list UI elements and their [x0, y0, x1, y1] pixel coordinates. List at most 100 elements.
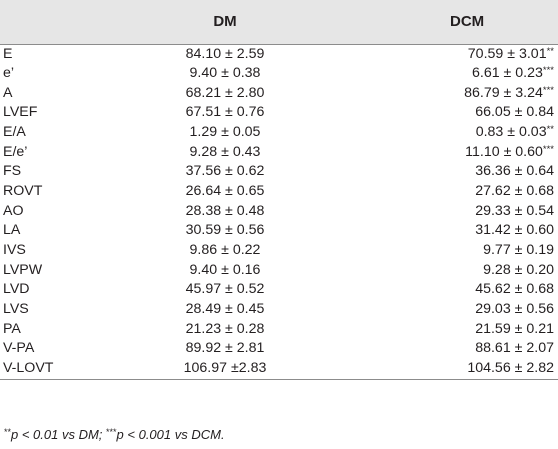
row-dcm-cell: 66.05 ± 0.84 [320, 103, 558, 123]
row-parameter: E/A [3, 124, 26, 141]
row-dcm-cell: 29.33 ± 0.54 [320, 202, 558, 222]
row-parameter: A [3, 84, 13, 101]
row-dcm-cell: 86.79 ± 3.24*** [320, 84, 558, 104]
table-row: PA 21.23 ± 0.28 21.59 ± 0.21 [0, 320, 558, 340]
row-dcm-value: 9.28 ± 0.20 [483, 261, 554, 278]
row-parameter: LVS [3, 301, 29, 318]
table-row: IVS 9.86 ± 0.22 9.77 ± 0.19 [0, 241, 558, 261]
row-dcm-cell: 11.10 ± 0.60*** [320, 143, 558, 163]
header-parameter [0, 0, 130, 45]
row-parameter: AO [3, 202, 24, 219]
row-dcm-cell: 29.03 ± 0.56 [320, 300, 558, 320]
row-dm-value: 37.56 ± 0.62 [185, 163, 265, 180]
row-dm-value: 26.64 ± 0.65 [185, 183, 265, 200]
table-row: V-PA 89.92 ± 2.81 88.61 ± 2.07 [0, 339, 558, 359]
footnote-text-2: p < 0.001 vs DCM. [116, 427, 225, 442]
row-parameter: ROVT [3, 183, 43, 200]
row-parameter: IVS [3, 242, 26, 259]
row-dcm-cell: 9.77 ± 0.19 [320, 241, 558, 261]
row-dm-value: 89.92 ± 2.81 [185, 340, 265, 357]
table-row: A 68.21 ± 2.80 86.79 ± 3.24*** [0, 84, 558, 104]
row-dm-value: 1.29 ± 0.05 [189, 124, 261, 141]
row-parameter: V-PA [3, 340, 35, 357]
significance-mark: *** [542, 143, 554, 155]
table-row: V-LOVT 106.97 ±2.83 104.56 ± 2.82 [0, 359, 558, 380]
table-row: LVPW 9.40 ± 0.16 9.28 ± 0.20 [0, 261, 558, 281]
row-parameter: LVEF [3, 104, 38, 121]
row-dcm-value: 6.61 ± 0.23 [472, 65, 543, 82]
row-dcm-value: 29.33 ± 0.54 [475, 202, 554, 219]
row-parameter: FS [3, 163, 22, 180]
significance-mark: ** [546, 124, 554, 136]
footnote-mark-2: *** [106, 427, 117, 437]
row-dcm-cell: 9.28 ± 0.20 [320, 261, 558, 281]
row-dcm-cell: 70.59 ± 3.01** [320, 44, 558, 64]
row-dcm-value: 104.56 ± 2.82 [467, 360, 554, 376]
row-dcm-cell: 0.83 ± 0.03** [320, 123, 558, 143]
table-row: LVEF 67.51 ± 0.76 66.05 ± 0.84 [0, 103, 558, 123]
row-parameter: E/e’ [3, 143, 28, 160]
row-dcm-value: 88.61 ± 2.07 [475, 340, 554, 357]
row-dcm-cell: 45.62 ± 0.68 [320, 280, 558, 300]
table-row: E/e’ 9.28 ± 0.43 11.10 ± 0.60*** [0, 143, 558, 163]
row-parameter: PA [3, 320, 21, 337]
significance-mark: *** [542, 84, 554, 96]
row-dm-value: 28.38 ± 0.48 [185, 202, 265, 219]
row-dm-value: 106.97 ±2.83 [130, 359, 320, 380]
row-dcm-cell: 27.62 ± 0.68 [320, 182, 558, 202]
footnote-mark-1: ** [4, 427, 12, 437]
table-row: LVS 28.49 ± 0.45 29.03 ± 0.56 [0, 300, 558, 320]
row-dm-value: 67.51 ± 0.76 [185, 104, 265, 121]
row-dm-value: 9.28 ± 0.43 [189, 143, 261, 160]
row-dcm-cell: 21.59 ± 0.21 [320, 320, 558, 340]
row-dm-value: 68.21 ± 2.80 [185, 84, 265, 101]
row-dcm-value: 36.36 ± 0.64 [475, 163, 554, 180]
header-row: DM DCM [0, 0, 558, 45]
row-parameter: LVPW [3, 261, 43, 278]
table-row: LVD 45.97 ± 0.52 45.62 ± 0.68 [0, 280, 558, 300]
row-parameter: e’ [3, 65, 15, 82]
row-dm-value: 28.49 ± 0.45 [185, 301, 265, 318]
row-dcm-cell: 88.61 ± 2.07 [320, 339, 558, 359]
row-dm-value: 30.59 ± 0.56 [185, 222, 265, 239]
table-row: e’ 9.40 ± 0.38 6.61 ± 0.23*** [0, 64, 558, 84]
row-parameter: LA [3, 222, 21, 239]
row-dcm-value: 9.77 ± 0.19 [483, 242, 554, 259]
row-dcm-value: 66.05 ± 0.84 [475, 104, 554, 121]
row-dm-value: 45.97 ± 0.52 [185, 281, 265, 298]
row-dm-value: 9.40 ± 0.16 [189, 261, 261, 278]
row-dm-value: 9.86 ± 0.22 [189, 242, 261, 259]
table-header: DM DCM [0, 0, 558, 45]
row-dcm-value: 31.42 ± 0.60 [475, 222, 554, 239]
row-dcm-value: 29.03 ± 0.56 [475, 301, 554, 318]
row-dm-value: 21.23 ± 0.28 [185, 320, 265, 337]
row-dcm-value: 11.10 ± 0.60 [465, 143, 543, 160]
significance-mark: *** [542, 65, 554, 77]
row-dcm-value: 0.83 ± 0.03 [475, 124, 547, 141]
row-parameter: LVD [3, 281, 30, 298]
row-dm-value: 9.40 ± 0.38 [189, 65, 261, 82]
row-parameter: V-LOVT [0, 359, 130, 380]
table-row: E/A 1.29 ± 0.05 0.83 ± 0.03** [0, 123, 558, 143]
footnote-text-1: p < 0.01 vs DM; [11, 427, 107, 442]
row-dcm-cell: 31.42 ± 0.60 [320, 221, 558, 241]
header-dcm: DCM [320, 0, 558, 45]
table-row: LA 30.59 ± 0.56 31.42 ± 0.60 [0, 221, 558, 241]
echocardiography-table: DM DCM E 84.10 ± 2.59 70.59 ± 3.01** e’ 9.40… [0, 0, 558, 380]
row-dcm-cell: 6.61 ± 0.23*** [320, 64, 558, 84]
row-dcm-cell: 104.56 ± 2.82 [320, 359, 558, 380]
row-dcm-value: 86.79 ± 3.24 [464, 84, 543, 101]
significance-mark: ** [546, 45, 554, 57]
table-footnote: **p < 0.01 vs DM; ***p < 0.001 vs DCM. [4, 427, 225, 442]
table-row: ROVT 26.64 ± 0.65 27.62 ± 0.68 [0, 182, 558, 202]
row-parameter: E [3, 45, 13, 62]
table-body: E 84.10 ± 2.59 70.59 ± 3.01** e’ 9.40 ± 0.38… [0, 44, 558, 380]
header-dm: DM [130, 0, 320, 45]
row-dcm-cell: 36.36 ± 0.64 [320, 162, 558, 182]
table-row: AO 28.38 ± 0.48 29.33 ± 0.54 [0, 202, 558, 222]
table-row: E 84.10 ± 2.59 70.59 ± 3.01** [0, 44, 558, 64]
table-row: FS 37.56 ± 0.62 36.36 ± 0.64 [0, 162, 558, 182]
row-dcm-value: 21.59 ± 0.21 [475, 320, 554, 337]
row-dm-value: 84.10 ± 2.59 [185, 45, 265, 62]
